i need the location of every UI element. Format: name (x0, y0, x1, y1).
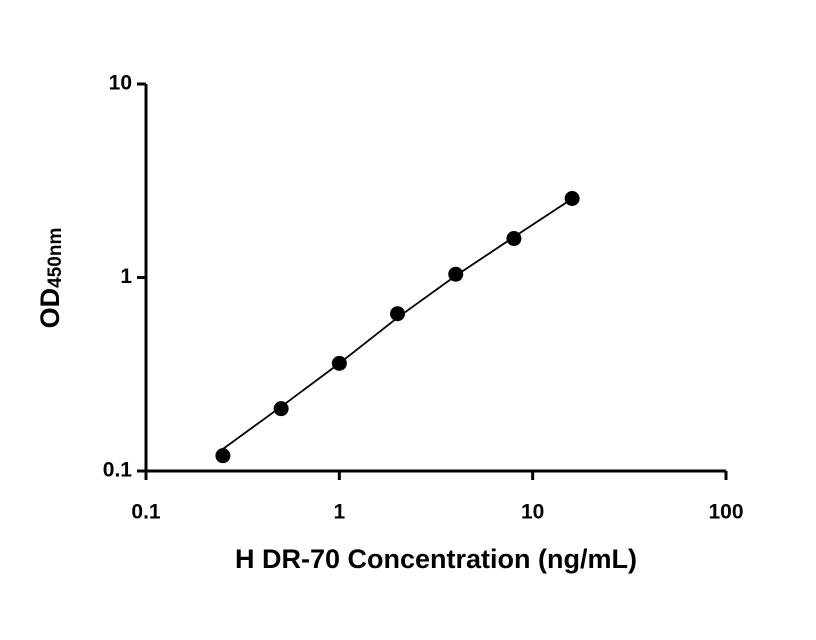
y-axis-label: OD450nm (35, 228, 66, 329)
data-point (215, 448, 231, 464)
y-tick-label: 10 (109, 72, 132, 95)
data-point (273, 401, 289, 417)
x-tick-label: 0.1 (131, 501, 161, 524)
y-tick-label: 1 (120, 265, 132, 288)
data-point (390, 306, 406, 322)
x-axis-label: H DR-70 Concentration (ng/mL) (235, 544, 637, 574)
data-point (448, 266, 464, 282)
x-tick-label: 100 (708, 501, 743, 524)
data-point (331, 355, 347, 371)
y-tick-label: 0.1 (103, 459, 133, 482)
x-tick-label: 1 (333, 501, 345, 524)
y-axis-label-sub: 450nm (45, 228, 66, 288)
data-point (564, 191, 580, 207)
data-point (506, 231, 522, 247)
x-tick-label: 10 (521, 501, 544, 524)
y-axis-label-main: OD (35, 288, 65, 329)
